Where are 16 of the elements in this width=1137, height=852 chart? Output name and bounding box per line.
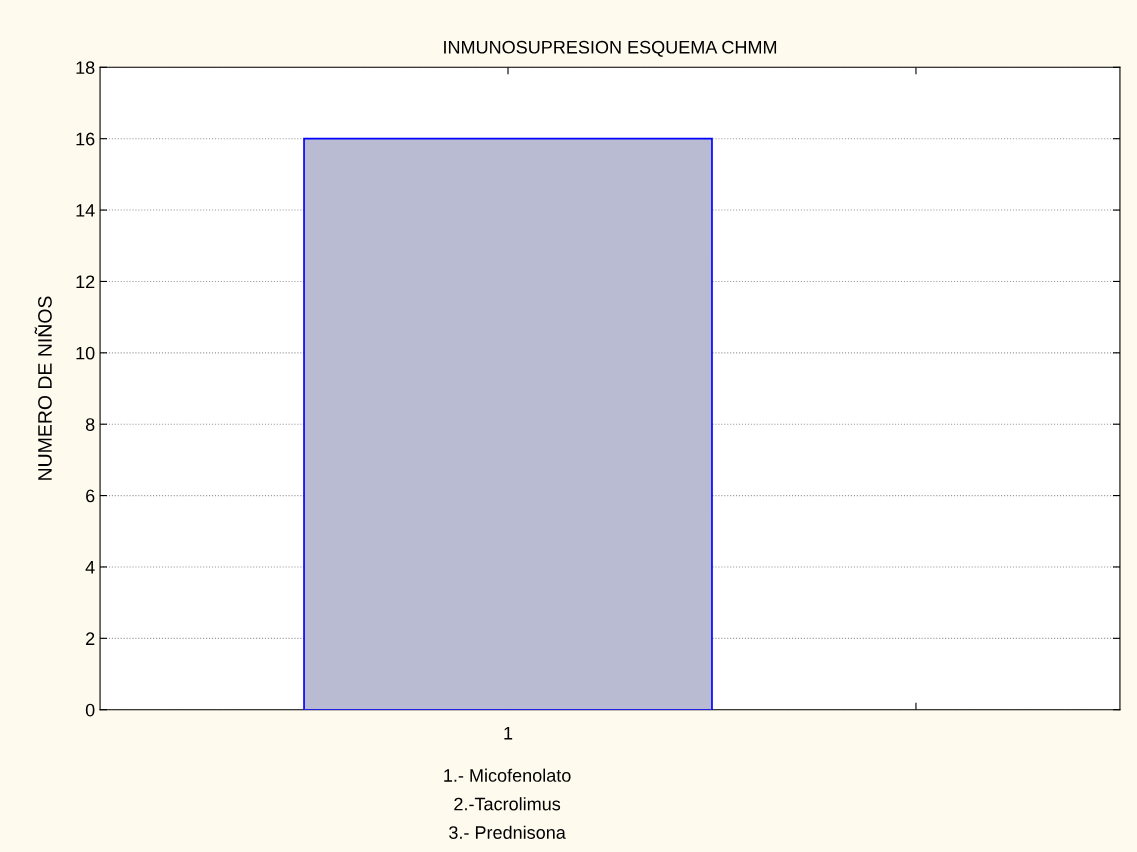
y-tick-label: 2 — [86, 632, 95, 645]
y-tick-label: 10 — [76, 346, 95, 360]
chart-title: INMUNOSUPRESION ESQUEMA CHMM — [444, 40, 777, 57]
y-axis-title: NUMERO DE NIÑOS — [34, 296, 52, 480]
y-tick-label: 12 — [76, 275, 95, 288]
text: 2.-Tacrolimus — [454, 797, 561, 811]
y-tick-label: 6 — [86, 489, 95, 503]
y-tick-label: 18 — [76, 61, 95, 75]
text: 3.- Prednisona — [449, 825, 566, 839]
text: 1.- Micofenolato — [444, 768, 571, 782]
x-tick-label: 1 — [504, 727, 513, 740]
y-tick-label: 8 — [85, 418, 95, 431]
y-tick-label: 16 — [76, 132, 95, 146]
y-tick-label: 0 — [85, 703, 95, 717]
y-tick-label: 4 — [85, 561, 95, 574]
y-tick-label: 14 — [76, 204, 95, 217]
